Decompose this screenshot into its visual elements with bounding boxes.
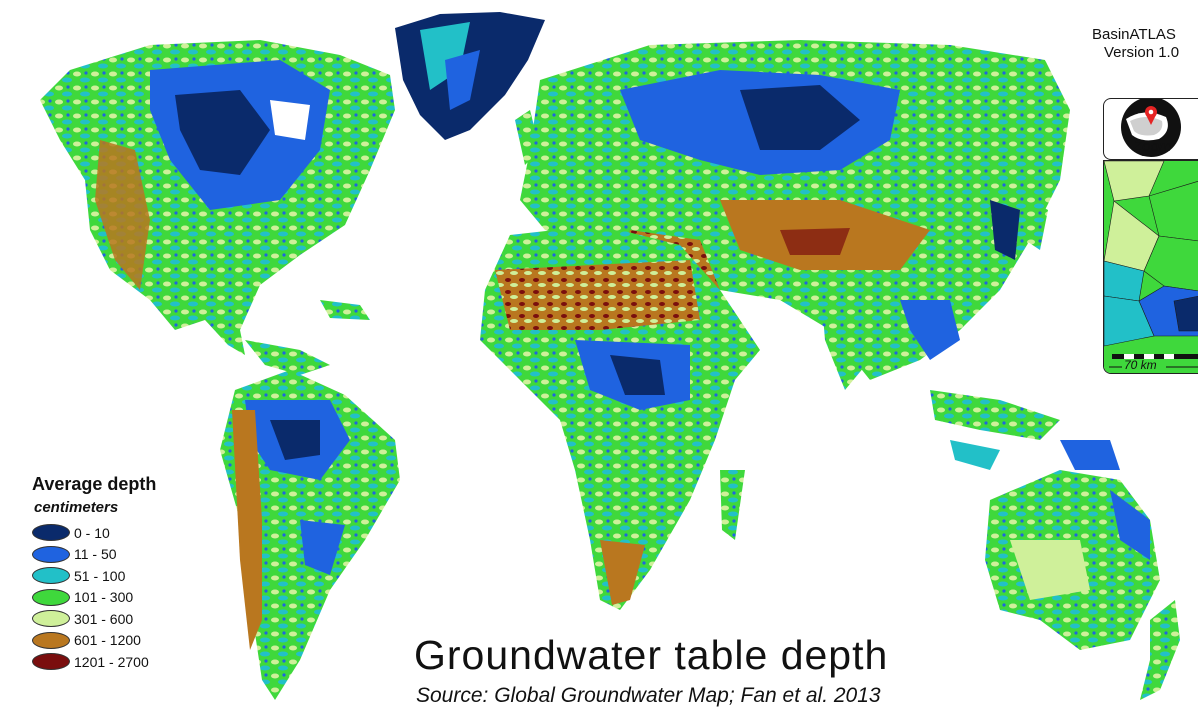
legend-swatch bbox=[32, 567, 70, 585]
small-islands bbox=[320, 110, 1048, 320]
legend-item: 101 - 300 bbox=[32, 587, 156, 609]
legend-label: 1201 - 2700 bbox=[74, 653, 149, 670]
legend-swatch bbox=[32, 545, 70, 563]
legend-label: 11 - 50 bbox=[74, 546, 117, 563]
legend-items: 0 - 10 11 - 50 51 - 100 101 - 300 301 - 600 6… bbox=[32, 522, 156, 673]
legend-swatch bbox=[32, 631, 70, 649]
legend-item: 51 - 100 bbox=[32, 565, 156, 587]
zoom-globe-inset[interactable] bbox=[1103, 98, 1198, 160]
legend-swatch bbox=[32, 653, 70, 671]
map-title: Groundwater table depth bbox=[414, 632, 889, 678]
legend-item: 601 - 1200 bbox=[32, 630, 156, 652]
legend-label: 0 - 10 bbox=[74, 524, 110, 541]
north-america bbox=[40, 40, 395, 375]
brand-label: BasinATLAS Version 1.0 bbox=[1090, 26, 1198, 62]
australia bbox=[985, 470, 1180, 700]
zoom-map-detail bbox=[1104, 161, 1198, 373]
globe-icon bbox=[1121, 99, 1181, 157]
legend-swatch bbox=[32, 610, 70, 628]
legend-label: 601 - 1200 bbox=[74, 632, 141, 649]
zoom-label: Zoom bbox=[1133, 138, 1172, 155]
legend-swatch bbox=[32, 588, 70, 606]
southeast-asia-islands bbox=[930, 390, 1120, 470]
scale-bar-label: 70 km bbox=[1124, 358, 1157, 372]
legend-item: 1201 - 2700 bbox=[32, 651, 156, 673]
legend-item: 301 - 600 bbox=[32, 608, 156, 630]
brand-line1: BasinATLAS bbox=[1092, 26, 1176, 43]
legend-label: 301 - 600 bbox=[74, 610, 134, 627]
africa bbox=[480, 225, 760, 610]
legend-item: 11 - 50 bbox=[32, 544, 156, 566]
legend-label: 101 - 300 bbox=[74, 589, 134, 606]
legend-item: 0 - 10 bbox=[32, 522, 156, 544]
legend-swatch bbox=[32, 524, 70, 542]
greenland bbox=[395, 12, 545, 140]
legend-subtitle: centimeters bbox=[34, 499, 119, 516]
brand-line2: Version 1.0 bbox=[1104, 44, 1180, 61]
legend-label: 51 - 100 bbox=[74, 567, 126, 584]
zoom-map-inset[interactable] bbox=[1103, 160, 1198, 374]
south-america bbox=[220, 370, 400, 700]
legend-title: Average depth bbox=[32, 474, 157, 494]
legend: Average depth centimeters 0 - 10 11 - 50 5… bbox=[32, 474, 156, 673]
map-subtitle: Source: Global Groundwater Map; Fan et a… bbox=[416, 684, 881, 707]
